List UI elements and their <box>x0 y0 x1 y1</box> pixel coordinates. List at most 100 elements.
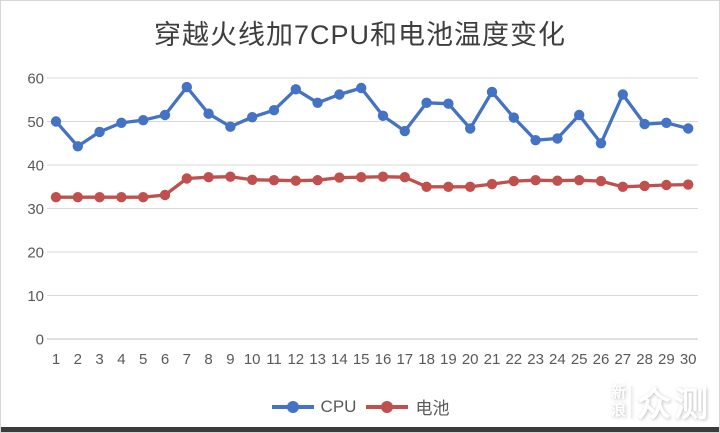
data-point-电池 <box>530 175 541 186</box>
data-point-电池 <box>595 175 607 187</box>
x-tick-label: 27 <box>614 351 631 368</box>
x-tick-label: 17 <box>396 351 413 368</box>
data-point-电池 <box>421 181 432 192</box>
data-point-CPU <box>247 112 258 123</box>
data-point-电池 <box>443 181 454 192</box>
sina-zhongce-watermark: 新 浪 众测 <box>611 377 711 426</box>
watermark-divider <box>631 385 632 418</box>
x-tick-label: 6 <box>161 351 169 368</box>
data-point-电池 <box>247 174 258 185</box>
x-tick-label: 11 <box>266 351 282 368</box>
x-tick-label: 20 <box>462 351 479 368</box>
data-point-CPU <box>290 84 301 95</box>
data-point-电池 <box>661 179 672 191</box>
x-tick-label: 26 <box>593 351 610 368</box>
data-point-电池 <box>268 175 280 186</box>
data-point-CPU <box>508 112 519 123</box>
x-tick-label: 30 <box>680 351 697 368</box>
x-tick-label: 23 <box>527 351 544 368</box>
data-point-CPU <box>421 97 432 109</box>
data-point-CPU <box>377 110 389 122</box>
data-point-电池 <box>116 192 127 203</box>
x-tick-label: 1 <box>52 351 60 368</box>
data-point-电池 <box>356 172 367 183</box>
y-tick-label: 10 <box>27 288 44 305</box>
data-point-电池 <box>508 175 519 187</box>
legend-label-cpu: CPU <box>320 396 357 416</box>
x-tick-label: 4 <box>117 351 125 368</box>
data-point-电池 <box>486 178 498 190</box>
data-point-CPU <box>334 89 345 100</box>
data-point-CPU <box>203 108 214 119</box>
watermark-small-text: 新 浪 <box>610 384 626 419</box>
data-point-电池 <box>574 175 585 186</box>
data-point-CPU <box>617 89 628 100</box>
data-point-CPU <box>159 109 171 121</box>
data-point-CPU <box>72 141 84 152</box>
chart-legend: CPU 电池 <box>1 394 719 419</box>
data-point-CPU <box>356 82 367 94</box>
x-tick-label: 21 <box>484 351 501 368</box>
data-point-CPU <box>530 135 541 146</box>
x-tick-label: 22 <box>505 351 522 368</box>
data-point-CPU <box>683 123 694 134</box>
x-tick-label: 15 <box>353 351 370 368</box>
x-tick-label: 14 <box>331 351 348 368</box>
data-point-CPU <box>443 98 454 109</box>
data-point-CPU <box>116 117 127 128</box>
data-point-电池 <box>334 172 345 183</box>
x-tick-label: 19 <box>440 351 457 368</box>
data-point-CPU <box>486 86 498 98</box>
series-line-电池 <box>54 175 690 199</box>
data-point-CPU <box>138 115 149 126</box>
legend-item-battery: 电池 <box>365 394 449 419</box>
data-point-CPU <box>225 121 236 132</box>
y-tick-label: 50 <box>27 114 44 131</box>
data-point-CPU <box>399 125 410 137</box>
bottom-dark-bar <box>1 427 719 432</box>
data-point-CPU <box>50 116 62 127</box>
data-point-电池 <box>617 181 628 192</box>
data-point-CPU <box>268 105 280 116</box>
data-point-CPU <box>595 138 607 149</box>
data-point-电池 <box>639 180 650 192</box>
data-point-电池 <box>290 175 301 186</box>
chart-title: 穿越火线加7CPU和电池温度变化 <box>153 20 567 50</box>
data-point-电池 <box>138 192 149 203</box>
x-tick-label: 10 <box>244 351 261 368</box>
data-point-电池 <box>312 175 323 186</box>
y-tick-label: 30 <box>27 201 44 218</box>
x-tick-label: 28 <box>636 351 653 368</box>
legend-label-battery: 电池 <box>415 399 450 418</box>
data-point-CPU <box>552 133 563 144</box>
cpu-series-marker-icon <box>271 400 314 413</box>
x-tick-label: 7 <box>183 351 191 368</box>
data-point-CPU <box>639 118 650 130</box>
data-point-CPU <box>312 97 323 109</box>
x-tick-label: 18 <box>418 351 435 368</box>
data-point-电池 <box>159 189 171 201</box>
data-point-CPU <box>465 123 476 134</box>
watermark-big-text: 众测 <box>637 386 711 424</box>
x-tick-label: 16 <box>375 351 392 368</box>
y-tick-label: 60 <box>27 71 44 88</box>
series-line-CPU <box>54 85 690 148</box>
x-tick-label: 13 <box>309 351 326 368</box>
battery-series-marker-icon <box>366 400 409 413</box>
y-tick-label: 40 <box>27 158 44 175</box>
data-point-电池 <box>377 171 389 182</box>
data-point-电池 <box>181 173 192 184</box>
data-point-电池 <box>399 172 410 183</box>
x-tick-label: 2 <box>74 351 82 368</box>
x-tick-label: 9 <box>226 351 234 368</box>
y-tick-label: 20 <box>27 245 44 262</box>
data-point-电池 <box>94 192 105 203</box>
x-tick-label: 24 <box>549 351 566 368</box>
data-point-电池 <box>50 192 62 203</box>
data-point-CPU <box>181 81 192 93</box>
x-tick-label: 3 <box>95 351 103 368</box>
data-point-电池 <box>683 179 694 190</box>
x-tick-label: 12 <box>287 351 304 368</box>
